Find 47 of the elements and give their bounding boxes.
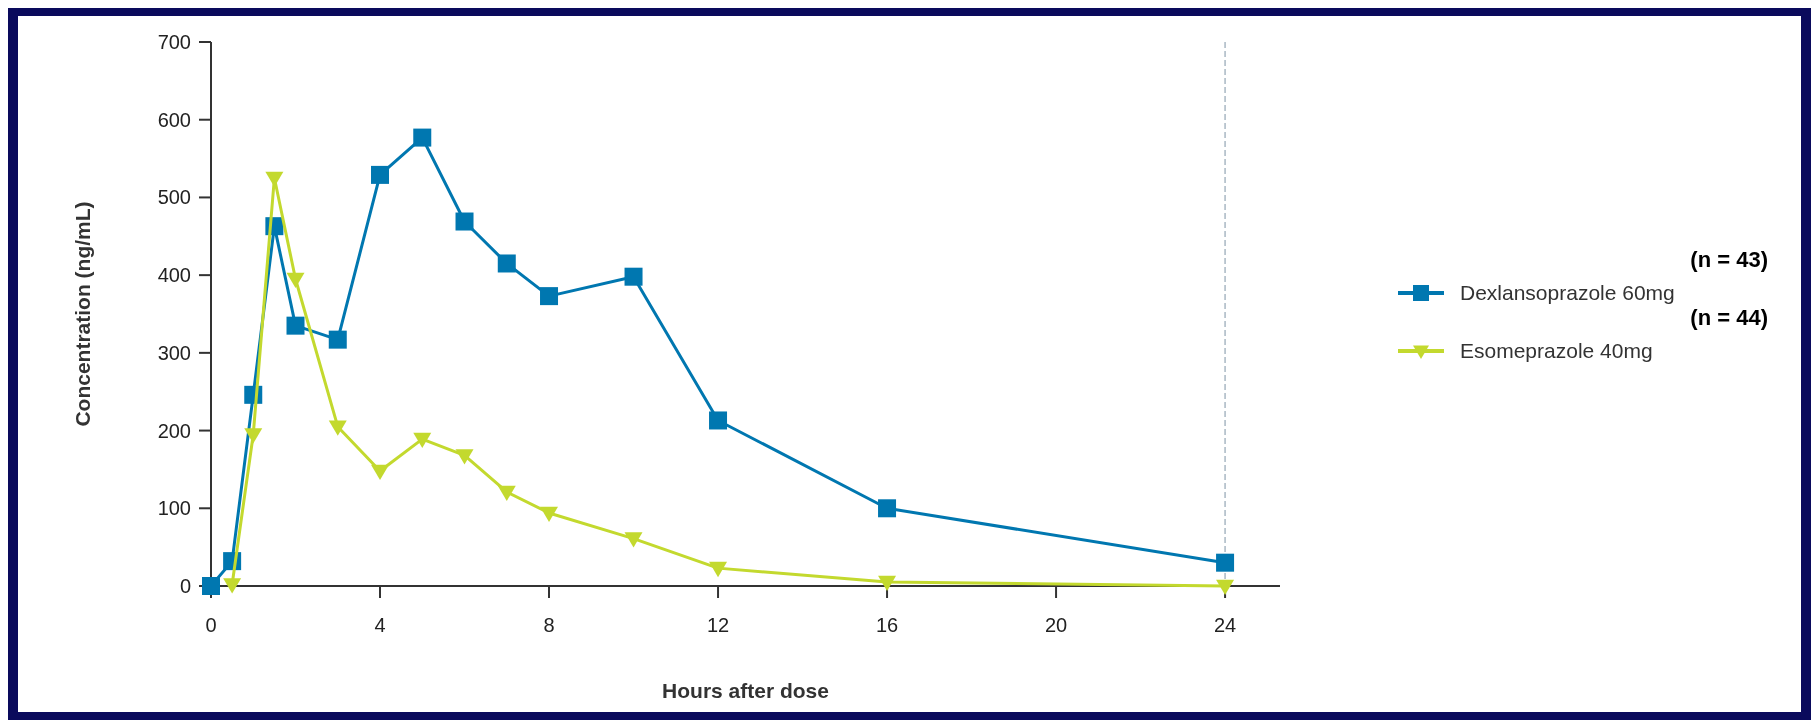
y-tick-label: 500 (157, 186, 191, 209)
point (497, 485, 516, 501)
x-tick-label: 16 (875, 614, 899, 636)
x-tick-label: 20 (1044, 614, 1068, 636)
point (328, 330, 347, 349)
point (328, 420, 347, 436)
point (878, 499, 897, 518)
y-tick-label: 200 (157, 419, 191, 442)
point (413, 128, 432, 147)
point (455, 212, 474, 231)
point (1216, 579, 1235, 595)
y-tick-label: 400 (157, 264, 191, 287)
point (878, 575, 897, 592)
text: (n = 44) (1690, 305, 1768, 330)
y-tick-label: 700 (157, 31, 191, 53)
point (709, 411, 728, 430)
point (1216, 553, 1235, 572)
point (540, 287, 559, 306)
x-tick-label: 0 (205, 614, 217, 636)
text: (n = 43) (1690, 247, 1768, 272)
y-tick-label: 0 (179, 575, 191, 597)
x-axis-title: Hours after dose (662, 679, 829, 702)
x-tick-label: 24 (1213, 614, 1237, 636)
point (223, 578, 242, 594)
x-tick-label: 12 (706, 614, 730, 636)
legend-label: Dexlansoprazole 60mg (1460, 281, 1675, 305)
point (413, 432, 432, 449)
x-tick-label: 4 (374, 614, 386, 636)
point (371, 165, 390, 184)
point (265, 171, 284, 187)
point (244, 428, 263, 444)
point (624, 532, 643, 548)
point (202, 577, 220, 595)
y-tick-label: 100 (157, 497, 191, 520)
point (455, 449, 474, 465)
y-axis-title: Concentration (ng/mL) (71, 201, 94, 427)
y-tick-label: 300 (157, 341, 191, 364)
point (371, 464, 390, 480)
point (540, 506, 559, 522)
x-tick-label: 8 (543, 614, 555, 636)
point (286, 316, 305, 335)
legend-label: Esomeprazole 40mg (1460, 339, 1653, 363)
point (286, 272, 305, 289)
point (624, 267, 643, 286)
point (709, 561, 728, 578)
point (497, 254, 516, 273)
y-tick-label: 600 (157, 108, 191, 131)
